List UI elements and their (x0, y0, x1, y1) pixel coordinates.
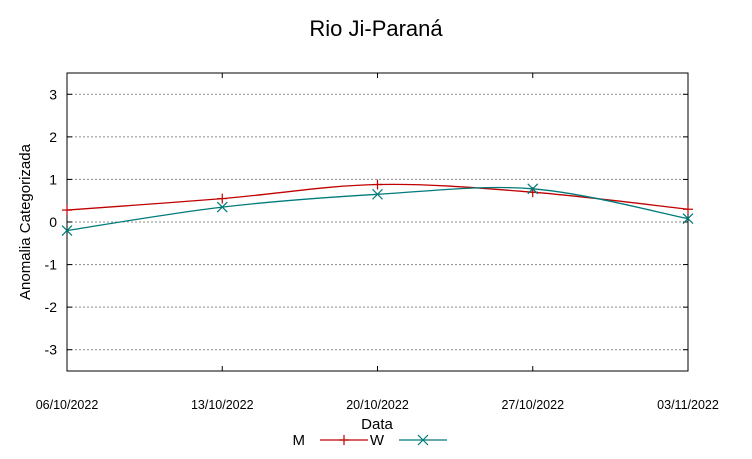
x-tick-label: 13/10/2022 (191, 398, 254, 412)
legend-label: W (370, 432, 385, 449)
x-axis-label: Data (361, 416, 393, 433)
x-tick-label: 27/10/2022 (501, 398, 564, 412)
y-tick-label: -2 (45, 299, 58, 315)
data-point-w (527, 183, 539, 195)
legend-label: M (293, 432, 306, 449)
x-tick-label: 20/10/2022 (346, 398, 409, 412)
x-tick-label: 06/10/2022 (36, 398, 99, 412)
y-tick-label: 3 (49, 86, 57, 102)
data-point-w (372, 188, 383, 200)
legend-marker (417, 434, 429, 446)
y-tick-label: -3 (45, 342, 58, 358)
y-tick-label: 0 (49, 214, 57, 230)
y-tick-label: 1 (49, 171, 57, 187)
data-point-w (61, 225, 73, 236)
x-tick-label: 03/11/2022 (657, 398, 719, 412)
y-tick-label: -1 (45, 257, 58, 273)
ticks-layer: 3 2 1 0 -1 -2 -3 06/10/2022 13/10/2022 20/10/2022… (36, 73, 719, 412)
chart-title: Rio Ji-Paraná (309, 16, 443, 41)
grid-layer (67, 93, 688, 351)
data-point-w (682, 213, 694, 225)
data-point-w (216, 201, 228, 213)
y-axis-label: Anomalia Categorizada (17, 143, 34, 300)
legend-marker (339, 435, 349, 445)
y-tick-label: 2 (49, 129, 57, 145)
data-point-m (683, 204, 693, 215)
legend-item-m: M (293, 432, 368, 449)
data-point-m (372, 179, 383, 190)
series-layer (61, 179, 694, 236)
legend-item-w: W (370, 432, 447, 449)
data-point-m (217, 193, 228, 204)
data-point-m (62, 205, 72, 216)
